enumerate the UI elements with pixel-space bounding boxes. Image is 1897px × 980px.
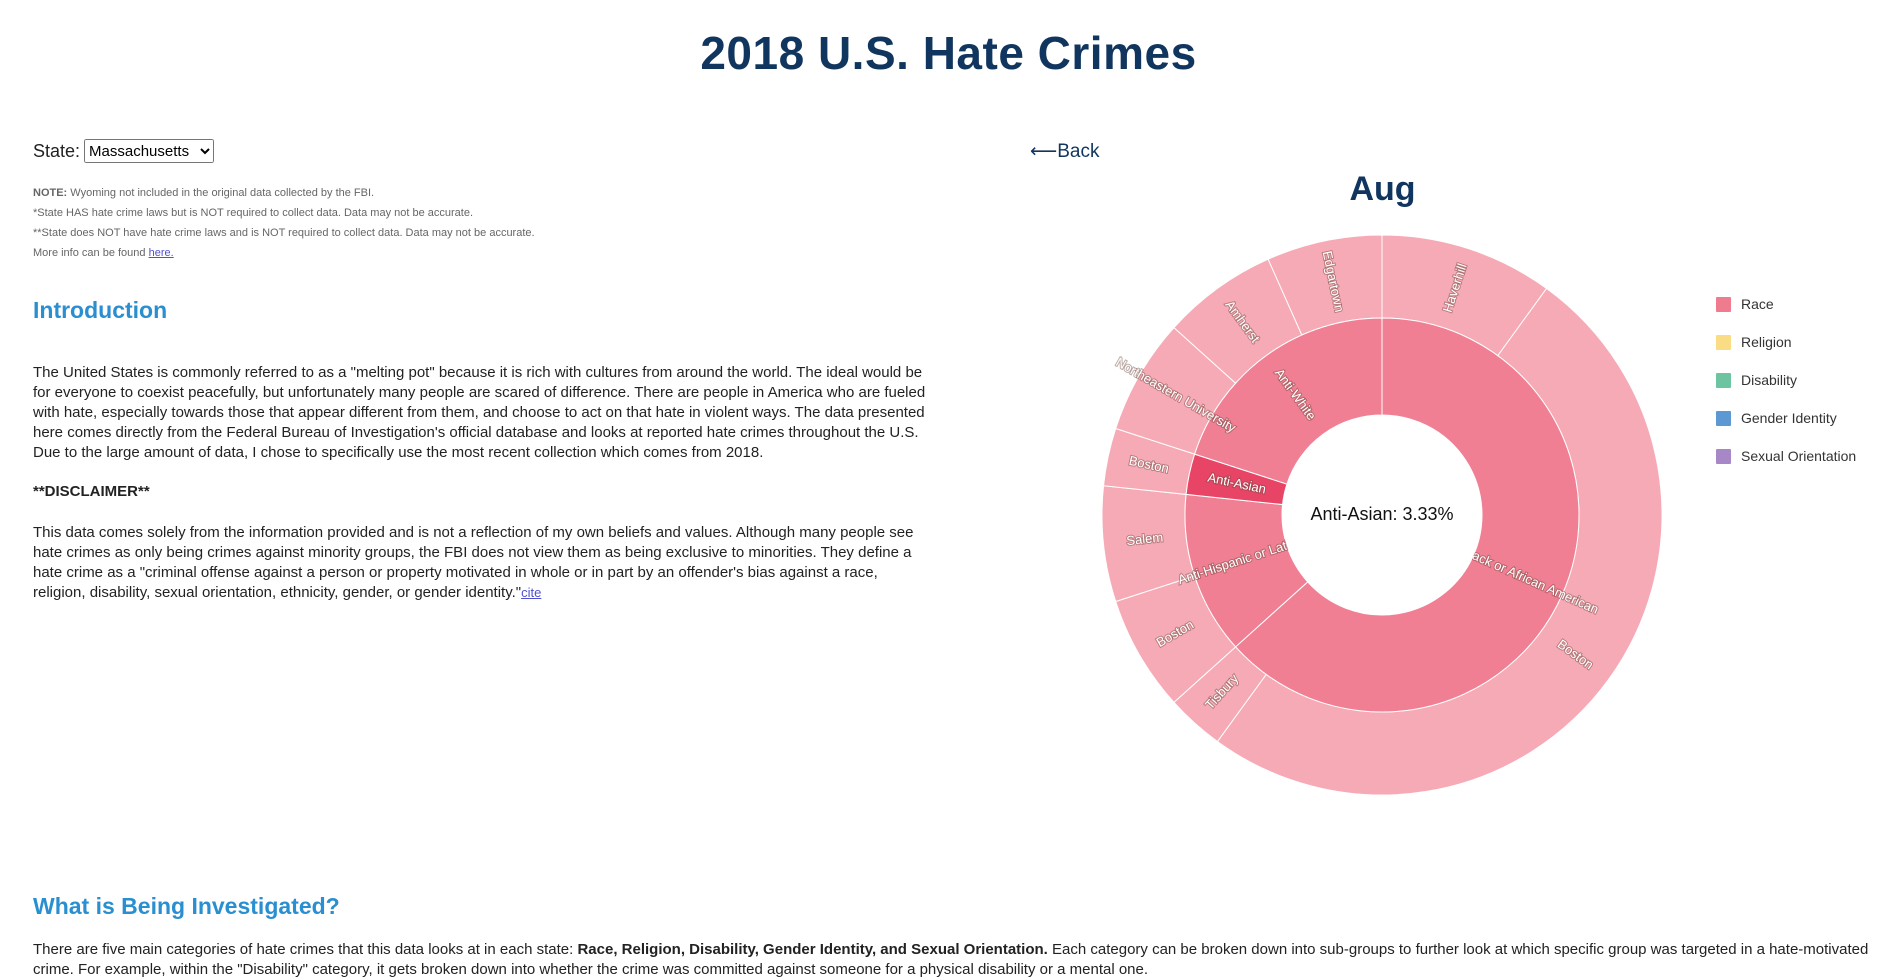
- legend-label: Religion: [1741, 334, 1792, 350]
- legend-item-religion[interactable]: Religion: [1716, 323, 1856, 361]
- disclaimer-text: This data comes solely from the informat…: [33, 524, 914, 601]
- state-selector: State: Massachusetts: [33, 139, 215, 163]
- sunburst-center-label: Anti-Asian: 3.33%: [1310, 504, 1453, 524]
- state-label: State:: [33, 140, 81, 161]
- investigated-text-start: There are five main categories of hate c…: [33, 941, 578, 958]
- note-label: NOTE:: [33, 187, 68, 199]
- investigated-paragraph: There are five main categories of hate c…: [33, 940, 1873, 980]
- legend-label: Disability: [1741, 372, 1798, 388]
- legend-item-sexual-orientation[interactable]: Sexual Orientation: [1716, 437, 1856, 475]
- legend-item-race[interactable]: Race: [1716, 285, 1856, 323]
- investigated-heading: What is Being Investigated?: [33, 893, 340, 919]
- notes: NOTE: Wyoming not included in the origin…: [33, 183, 633, 263]
- note-line-3: **State does NOT have hate crime laws an…: [33, 227, 535, 239]
- note-line-4: More info can be found here.: [33, 243, 633, 263]
- note-more-info: More info can be found: [33, 247, 149, 259]
- note-line-2: *State HAS hate crime laws but is NOT re…: [33, 207, 474, 219]
- legend-swatch: [1716, 296, 1731, 312]
- chart-legend: Race Religion Disability Gender Identity Sex…: [1716, 285, 1856, 475]
- disclaimer-paragraph: This data comes solely from the informat…: [33, 523, 933, 603]
- legend-swatch: [1716, 372, 1731, 388]
- legend-item-disability[interactable]: Disability: [1716, 361, 1856, 399]
- state-select[interactable]: Massachusetts: [84, 139, 215, 163]
- more-info-link[interactable]: here.: [148, 247, 174, 259]
- legend-swatch: [1716, 448, 1731, 464]
- cite-link[interactable]: cite: [521, 585, 542, 600]
- sunburst-outer-label-salem-4: Salem: [1126, 529, 1164, 548]
- investigated-categories: Race, Religion, Disability, Gender Ident…: [577, 941, 1048, 958]
- legend-swatch: [1716, 334, 1731, 350]
- legend-label: Sexual Orientation: [1741, 448, 1857, 464]
- chart-title: Aug: [1349, 170, 1416, 208]
- investigated-text-end: Each category can be broken down into su…: [33, 941, 1869, 978]
- legend-item-gender-identity[interactable]: Gender Identity: [1716, 399, 1856, 437]
- note-line-1: NOTE: Wyoming not included in the origin…: [33, 183, 633, 203]
- sunburst-center: [1282, 415, 1482, 615]
- intro-heading: Introduction: [33, 297, 168, 323]
- legend-swatch: [1716, 410, 1731, 426]
- sunburst-chart: HaverhillBostonTisburyBostonSalemBostonN…: [1101, 234, 1663, 796]
- intro-paragraph: The United States is commonly referred t…: [33, 364, 926, 461]
- disclaimer-heading: **DISCLAIMER**: [33, 483, 150, 500]
- legend-label: Race: [1741, 296, 1774, 312]
- back-link[interactable]: ⟵Back: [1030, 141, 1100, 162]
- page-title: 2018 U.S. Hate Crimes: [700, 27, 1197, 79]
- legend-label: Gender Identity: [1741, 410, 1837, 426]
- note-text: Wyoming not included in the original dat…: [67, 187, 375, 199]
